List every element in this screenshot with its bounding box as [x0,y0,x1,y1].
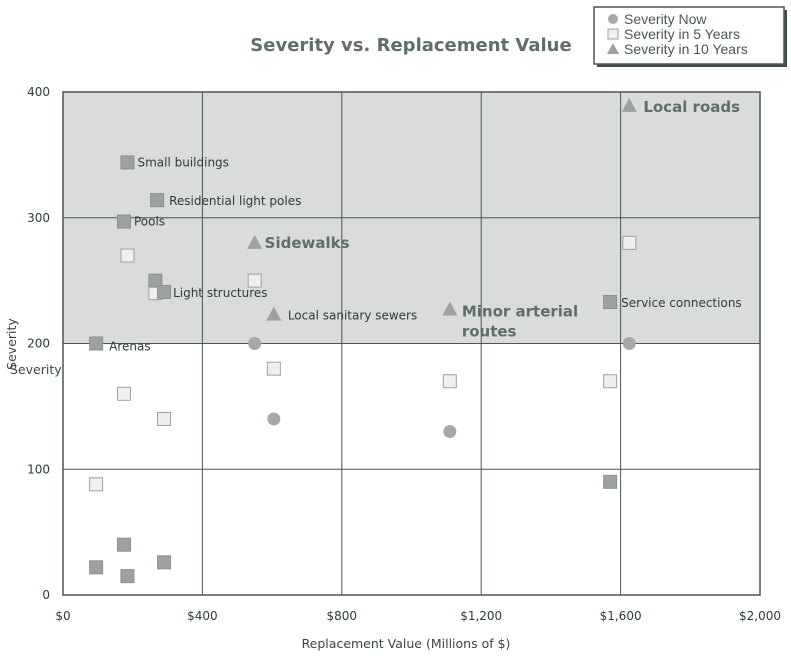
point-severity-5yr [442,374,457,389]
axes: $0 $400 $800 $1,200 $1,600 $2,000 0 100 200 300 40… [27,85,781,623]
annotation-label: routes [462,323,517,341]
legend-circle-icon [608,14,618,24]
y-tick-label: 300 [27,211,50,225]
point-combined-square [120,569,135,584]
y-tick-label: 400 [27,85,50,99]
legend-box [593,6,785,65]
point-severity-10yr [266,306,282,321]
x-tick-label: $0 [55,609,70,623]
point-combined-square [603,295,618,310]
point-combined-square [150,193,165,208]
annotation-label: Light structures [173,286,267,300]
point-severity-10yr [442,301,458,316]
point-combined-square [89,560,104,575]
point-severity-now [622,337,636,350]
x-tick-label: $800 [327,609,358,623]
point-combined-square [89,336,104,351]
point-severity-5yr [266,361,281,376]
chart-title: Severity vs. Replacement Value [250,35,571,56]
y-tick-label: 0 [42,588,50,602]
point-severity-now [248,337,262,350]
point-severity-5yr [89,477,104,492]
annotation-label: Minor arterial [462,303,578,321]
y-axis-label: Severity [4,318,19,370]
annotation-label: Service connections [621,296,742,310]
legend-label-now: Severity Now [624,11,707,27]
annotation-label: Residential light poles [169,194,301,208]
annotation-label: Local roads [643,98,740,116]
plot-border [62,91,761,596]
annotation-label: Arenas [109,340,150,354]
data-points [89,97,637,584]
y-axis-label-overlay: Severity [10,362,62,377]
point-severity-5yr [120,248,135,263]
annotations: Small buildings Residential light poles Po… [109,98,742,354]
point-combined-square [157,555,172,570]
legend-label-10yr: Severity in 10 Years [624,41,748,57]
annotation-label: Local sanitary sewers [288,309,417,323]
legend-square-icon [607,28,619,40]
x-tick-label: $2,000 [739,609,781,623]
x-tick-label: $1,200 [460,609,502,623]
point-combined-square [603,474,618,489]
point-combined-square [116,537,131,552]
y-tick-label: 200 [27,337,50,351]
point-severity-10yr [247,234,263,249]
legend-label-5yr: Severity in 5 Years [624,26,740,42]
x-axis-label: Replacement Value (Millions of $) [302,636,511,651]
legend-triangle-icon [607,43,619,54]
point-severity-5yr [622,235,637,250]
y-tick-label: 100 [27,462,50,476]
point-severity-5yr [247,273,262,288]
point-combined-square [148,273,163,288]
annotation-label: Sidewalks [265,234,350,252]
annotation-label: Pools [134,215,165,229]
point-severity-10yr [621,97,637,112]
legend: Severity Now Severity in 5 Years Severit… [593,6,787,67]
annotation-label: Small buildings [137,155,228,169]
x-tick-label: $1,600 [600,609,642,623]
point-combined-square [116,214,131,229]
point-severity-5yr [157,411,172,426]
point-severity-5yr [603,374,618,389]
x-tick-label: $400 [187,609,218,623]
point-severity-5yr [116,386,131,401]
point-severity-now [443,425,457,439]
point-severity-now [267,412,281,426]
point-combined-square [120,155,135,170]
point-combined-square [157,284,172,299]
